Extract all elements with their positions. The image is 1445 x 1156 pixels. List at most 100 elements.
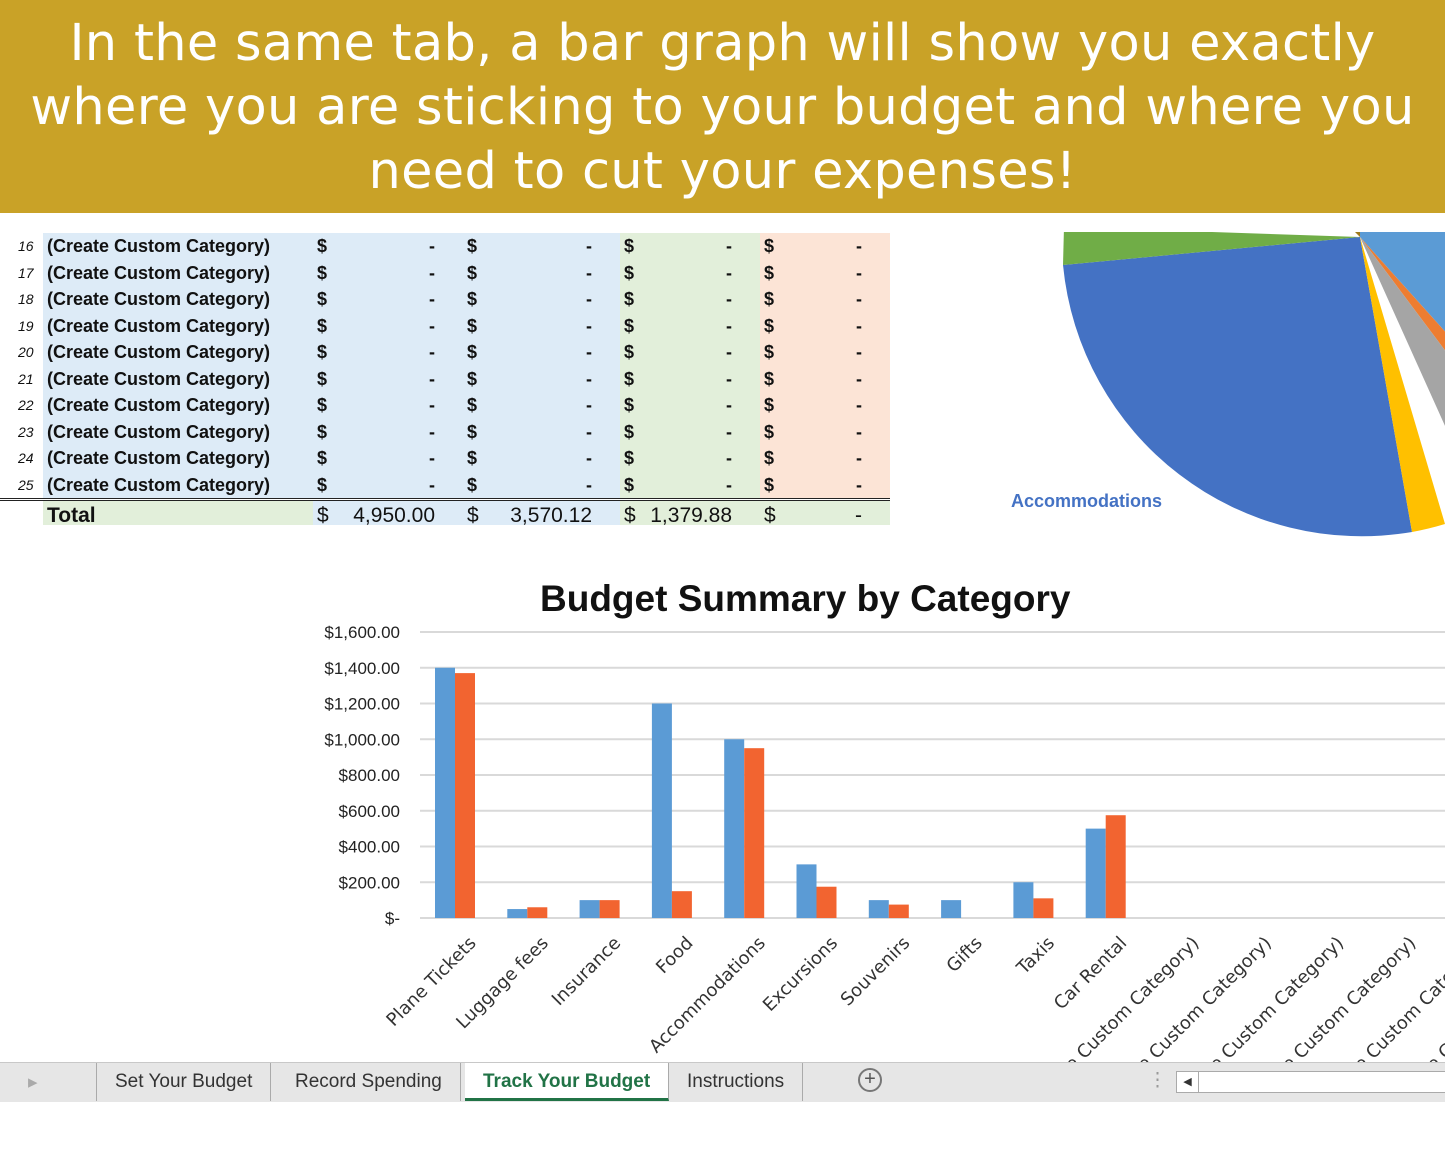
promo-banner: In the same tab, a bar graph will show y… <box>0 0 1445 213</box>
amount-cell[interactable]: $ - <box>463 286 620 313</box>
sheet-tab[interactable]: Set Your Budget <box>96 1063 272 1101</box>
y-tick-label: $400.00 <box>339 838 400 857</box>
amount-cell[interactable]: $ - <box>620 286 760 313</box>
amount-cell[interactable]: $ - <box>760 286 890 313</box>
amount-value: - <box>429 315 435 336</box>
category-cell[interactable]: (Create Custom Category) <box>43 418 313 445</box>
amount-cell[interactable]: $ - <box>463 471 620 498</box>
total-row: Total $4,950.00 $3,570.12 $1,379.88 $ - <box>0 498 890 527</box>
amount-cell[interactable]: $ - <box>463 259 620 286</box>
sheet-tab[interactable]: Instructions <box>669 1063 804 1101</box>
amount-cell[interactable]: $ - <box>620 233 760 260</box>
amount-cell[interactable]: $4,950.00 <box>313 501 463 527</box>
amount-value: - <box>429 421 435 442</box>
currency-symbol: $ <box>764 421 775 442</box>
amount-cell[interactable]: $ - <box>760 501 890 527</box>
amount-cell[interactable]: $ - <box>620 312 760 339</box>
amount-cell[interactable]: $ - <box>760 471 890 498</box>
amount-cell[interactable]: $ - <box>463 445 620 472</box>
x-tick-label: Insurance <box>548 933 625 1010</box>
amount-cell[interactable]: $ - <box>463 418 620 445</box>
amount-cell[interactable]: $ - <box>620 471 760 498</box>
amount-cell[interactable]: $ - <box>313 233 463 260</box>
currency-symbol: $ <box>624 448 635 468</box>
category-cell[interactable]: (Create Custom Category) <box>43 471 313 498</box>
category-cell[interactable]: (Create Custom Category) <box>43 339 313 366</box>
amount-cell[interactable]: $ - <box>313 392 463 419</box>
amount-cell[interactable]: $ - <box>760 445 890 472</box>
amount-cell[interactable]: $ - <box>463 392 620 419</box>
category-cell[interactable]: (Create Custom Category) <box>43 392 313 419</box>
currency-symbol: $ <box>467 448 478 468</box>
amount-cell[interactable]: $ - <box>463 339 620 366</box>
category-cell[interactable]: (Create Custom Category) <box>43 445 313 472</box>
amount-cell[interactable]: $ - <box>620 365 760 392</box>
amount-cell[interactable]: $ - <box>313 312 463 339</box>
currency-symbol: $ <box>624 368 635 389</box>
scroll-left-icon[interactable]: ◀ <box>1177 1072 1199 1092</box>
currency-symbol: $ <box>317 289 328 309</box>
bar-spent <box>816 886 837 918</box>
horizontal-scrollbar[interactable]: ◀ <box>1176 1071 1445 1093</box>
currency-symbol: $ <box>317 421 328 442</box>
currency-symbol: $ <box>467 262 478 283</box>
amount-cell[interactable]: $1,379.88 <box>620 501 760 527</box>
amount-cell[interactable]: $ - <box>313 445 463 472</box>
amount-cell[interactable]: $ - <box>313 259 463 286</box>
amount-cell[interactable]: $ - <box>313 339 463 366</box>
amount-cell[interactable]: $ - <box>463 233 620 260</box>
currency-symbol: $ <box>764 474 775 495</box>
currency-symbol: $ <box>467 236 478 256</box>
amount-cell[interactable]: $ - <box>760 259 890 286</box>
sheet-tab[interactable]: Record Spending <box>277 1063 461 1101</box>
amount-value: - <box>726 342 732 362</box>
bar-spent <box>527 907 548 918</box>
amount-cell[interactable]: $ - <box>760 365 890 392</box>
amount-cell[interactable]: $ - <box>620 418 760 445</box>
y-tick-label: $200.00 <box>339 873 400 892</box>
amount-cell[interactable]: $ - <box>760 339 890 366</box>
amount-cell[interactable]: $ - <box>313 471 463 498</box>
amount-cell[interactable]: $ - <box>463 312 620 339</box>
category-cell[interactable]: Total <box>43 501 313 527</box>
currency-symbol: $ <box>624 262 635 283</box>
amount-cell[interactable]: $3,570.12 <box>463 501 620 527</box>
amount-cell[interactable]: $ - <box>760 418 890 445</box>
amount-cell[interactable]: $ - <box>620 339 760 366</box>
add-sheet-icon[interactable]: + <box>858 1068 882 1092</box>
row-number: 24 <box>18 450 34 466</box>
currency-symbol: $ <box>624 474 635 495</box>
table-row: 20 (Create Custom Category) $ - $ - $ - $ - <box>0 339 890 366</box>
currency-symbol: $ <box>317 504 329 527</box>
amount-cell[interactable]: $ - <box>313 418 463 445</box>
bar-budget <box>796 864 817 918</box>
amount-cell[interactable]: $ - <box>313 286 463 313</box>
bar-spent <box>888 904 909 918</box>
amount-value: - <box>429 448 435 468</box>
scroll-tabs-left-icon[interactable]: ▸ <box>28 1072 38 1093</box>
amount-cell[interactable]: $ - <box>760 233 890 260</box>
currency-symbol: $ <box>317 342 328 362</box>
category-cell[interactable]: (Create Custom Category) <box>43 312 313 339</box>
amount-value: - <box>726 236 732 256</box>
category-cell[interactable]: (Create Custom Category) <box>43 259 313 286</box>
amount-cell[interactable]: $ - <box>620 392 760 419</box>
amount-cell[interactable]: $ - <box>463 365 620 392</box>
currency-symbol: $ <box>764 236 775 256</box>
amount-cell[interactable]: $ - <box>760 312 890 339</box>
table-row: 25 (Create Custom Category) $ - $ - $ - $ - <box>0 471 890 498</box>
category-cell[interactable]: (Create Custom Category) <box>43 286 313 313</box>
currency-symbol: $ <box>764 262 775 283</box>
table-row: 24 (Create Custom Category) $ - $ - $ - $ - <box>0 445 890 472</box>
chart-title: Budget Summary by Category <box>540 578 1071 619</box>
category-cell[interactable]: (Create Custom Category) <box>43 365 313 392</box>
amount-value: - <box>726 289 732 309</box>
amount-cell[interactable]: $ - <box>620 259 760 286</box>
amount-cell[interactable]: $ - <box>760 392 890 419</box>
amount-cell[interactable]: $ - <box>313 365 463 392</box>
amount-cell[interactable]: $ - <box>620 445 760 472</box>
category-cell[interactable]: (Create Custom Category) <box>43 233 313 260</box>
sheet-tab[interactable]: Track Your Budget <box>465 1063 670 1101</box>
more-options-icon[interactable]: ⋮ <box>1148 1070 1167 1091</box>
sheet-tab-bar: ▸ Set Your Budget Record Spending Track Yo… <box>0 1062 1445 1102</box>
